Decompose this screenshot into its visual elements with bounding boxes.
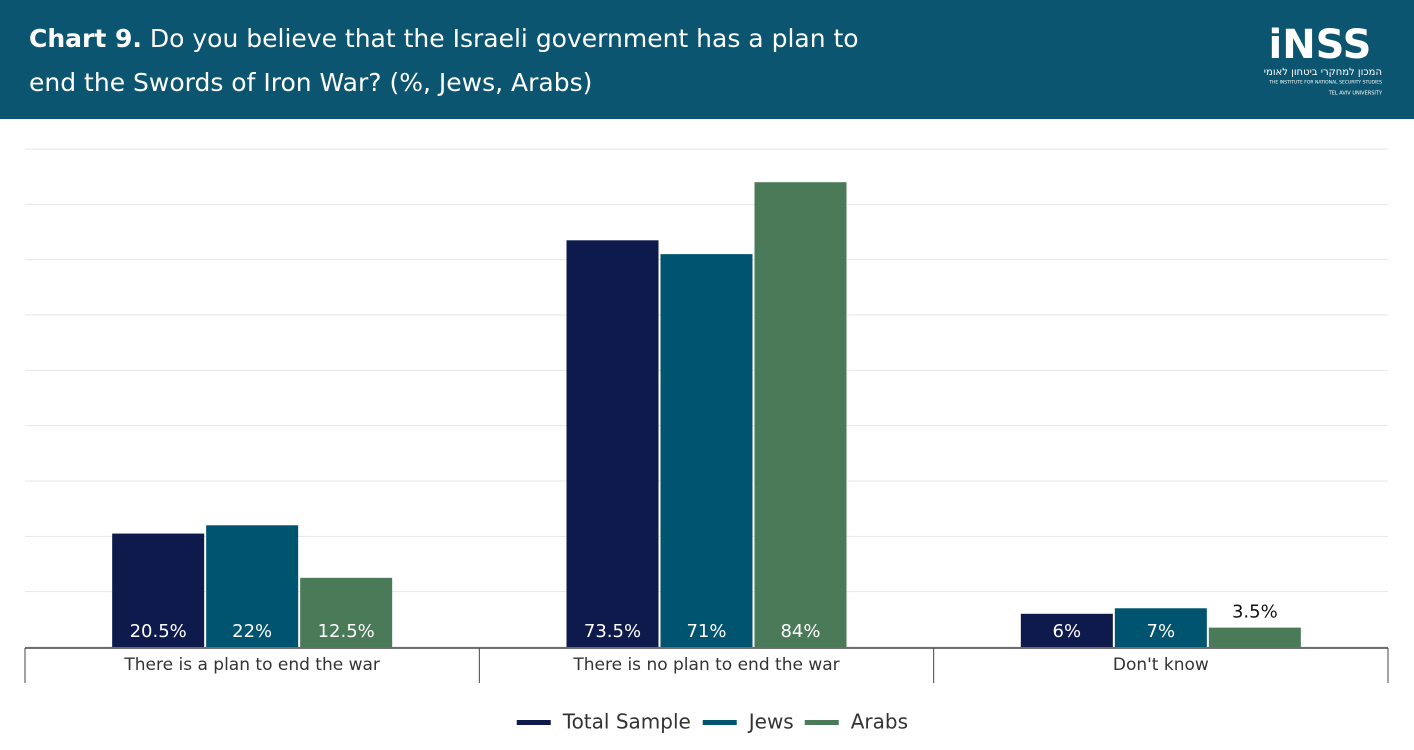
logo-english: THE INSTITUTE FOR NATIONAL SECURITY STUD… — [1268, 80, 1382, 86]
value-label: 71% — [686, 621, 726, 642]
header-band — [0, 0, 1414, 119]
legend-swatch — [516, 720, 551, 725]
bar — [660, 254, 753, 647]
logo-university: TEL AVIV UNIVERSITY — [1328, 91, 1383, 97]
legend-label: Total Sample — [562, 710, 691, 734]
bar — [300, 577, 393, 647]
chart-title-2: end the Swords of Iron War? (%, Jews, Ar… — [29, 68, 592, 97]
x-tick-label: Don't know — [1113, 655, 1209, 675]
legend-swatch — [702, 720, 737, 725]
bar — [566, 240, 659, 648]
bar — [754, 182, 847, 647]
chart-title: Chart 9. Do you believe that the Israeli … — [29, 24, 859, 53]
title-prefix: Chart 9. — [29, 24, 142, 53]
value-label: 6% — [1053, 621, 1082, 642]
bar — [206, 525, 299, 647]
value-label: 12.5% — [318, 621, 375, 642]
bar — [1020, 613, 1113, 647]
bar — [1114, 608, 1207, 647]
legend-label: Arabs — [851, 710, 908, 734]
bar — [112, 533, 205, 647]
logo-hebrew: המכון למחקרי ביטחון לאומי — [1264, 67, 1382, 78]
logo: iNSS — [1268, 22, 1371, 68]
value-label: 7% — [1147, 621, 1176, 642]
value-label: 22% — [232, 621, 272, 642]
value-label: 84% — [780, 621, 820, 642]
title-line: Do you believe that the Israeli governme… — [150, 24, 859, 53]
x-tick-label: There is no plan to end the war — [572, 655, 839, 675]
value-label: 73.5% — [584, 621, 641, 642]
value-label: 20.5% — [130, 621, 187, 642]
value-label: 3.5% — [1232, 602, 1278, 623]
bar — [1208, 627, 1301, 647]
legend-label: Jews — [747, 710, 794, 734]
x-tick-label: There is a plan to end the war — [123, 655, 380, 675]
legend-swatch — [804, 720, 839, 725]
